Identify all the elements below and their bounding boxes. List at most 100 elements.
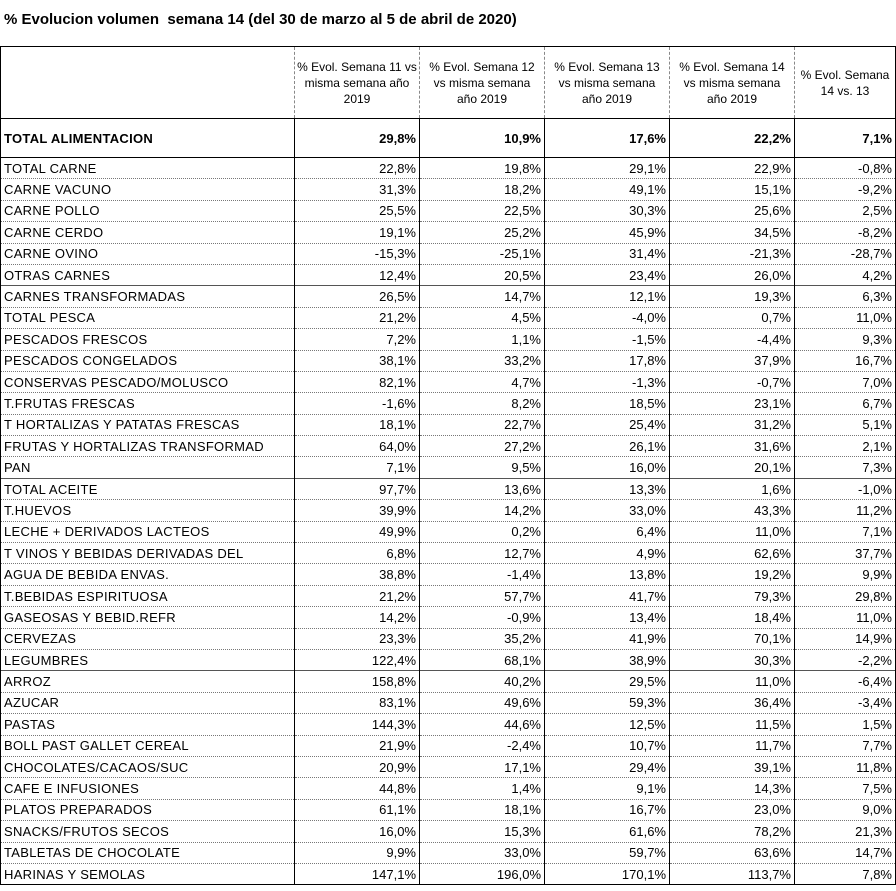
cell-value: 23,4% [544, 264, 670, 287]
table-row: TOTAL CARNE 22,8% 19,8% 29,1% 22,9% -0,8% [0, 157, 896, 180]
cell-value: 10,7% [544, 735, 670, 757]
table-row: LEGUMBRES 122,4% 68,1% 38,9% 30,3% -2,2% [0, 649, 896, 672]
cell-value: 144,3% [294, 713, 420, 736]
cell-value: -6,4% [794, 670, 896, 693]
cell-value: 13,6% [419, 477, 545, 501]
cell-value: 23,3% [294, 628, 420, 650]
row-label: CAFE E INFUSIONES [0, 777, 295, 800]
table-row: HARINAS Y SEMOLAS 147,1% 196,0% 170,1% 113,7… [0, 863, 896, 886]
cell-value: 59,3% [544, 692, 670, 715]
table-row: T HORTALIZAS Y PATATAS FRESCAS 18,1% 22,7%… [0, 414, 896, 437]
row-label: CARNE OVINO [0, 243, 295, 265]
row-label: TOTAL ACEITE [0, 477, 295, 501]
row-label: ARROZ [0, 670, 295, 693]
cell-value: 45,9% [544, 221, 670, 244]
row-label: TABLETAS DE CHOCOLATE [0, 842, 295, 864]
cell-value: 21,2% [294, 585, 420, 608]
cell-value: 170,1% [544, 863, 670, 886]
table-row: AZUCAR 83,1% 49,6% 59,3% 36,4% -3,4% [0, 692, 896, 715]
table-row: AGUA DE BEBIDA ENVAS. 38,8% -1,4% 13,8% 19,2… [0, 563, 896, 586]
cell-value: 12,7% [419, 542, 545, 565]
table-row: PESCADOS CONGELADOS 38,1% 33,2% 17,8% 37,9% 1… [0, 350, 896, 372]
cell-value: -0,8% [794, 157, 896, 180]
table-row: CERVEZAS 23,3% 35,2% 41,9% 70,1% 14,9% [0, 628, 896, 650]
cell-value: 78,2% [669, 820, 795, 843]
cell-value: 4,7% [419, 371, 545, 394]
cell-value: 30,3% [544, 200, 670, 223]
cell-value: 6,8% [294, 542, 420, 565]
cell-value: -3,4% [794, 692, 896, 715]
cell-value: 57,7% [419, 585, 545, 608]
cell-value: 27,2% [419, 435, 545, 458]
cell-value: -25,1% [419, 243, 545, 265]
cell-value: 37,9% [669, 350, 795, 372]
cell-value: 11,2% [794, 499, 896, 522]
cell-value: 17,6% [544, 118, 670, 158]
row-label: PAN [0, 456, 295, 479]
cell-value: 14,2% [419, 499, 545, 522]
cell-value: 37,7% [794, 542, 896, 565]
cell-value: 14,2% [294, 606, 420, 629]
cell-value: 16,7% [794, 350, 896, 372]
cell-value: 38,1% [294, 350, 420, 372]
cell-value: 29,8% [294, 118, 420, 158]
cell-value: 11,7% [669, 735, 795, 757]
cell-value: 20,1% [669, 456, 795, 479]
cell-value: 33,0% [419, 842, 545, 864]
cell-value: 18,5% [544, 392, 670, 415]
column-header: % Evol. Semana 13 vs misma semana año 20… [544, 46, 670, 119]
table-row: LECHE + DERIVADOS LACTEOS 49,9% 0,2% 6,4% 11… [0, 521, 896, 544]
cell-value: 26,0% [669, 264, 795, 287]
row-label: OTRAS CARNES [0, 264, 295, 287]
cell-value: -1,4% [419, 563, 545, 586]
cell-value: -4,4% [669, 328, 795, 351]
row-label: LECHE + DERIVADOS LACTEOS [0, 521, 295, 544]
cell-value: 82,1% [294, 371, 420, 394]
cell-value: 22,7% [419, 414, 545, 437]
table-row: TOTAL ACEITE 97,7% 13,6% 13,3% 1,6% -1,0% [0, 477, 896, 501]
row-label: CARNES TRANSFORMADAS [0, 285, 295, 308]
cell-value: 9,5% [419, 456, 545, 479]
table-row: TABLETAS DE CHOCOLATE 9,9% 33,0% 59,7% 63,6%… [0, 842, 896, 864]
row-label: AGUA DE BEBIDA ENVAS. [0, 563, 295, 586]
cell-value: 31,6% [669, 435, 795, 458]
cell-value: 11,8% [794, 756, 896, 779]
cell-value: 39,1% [669, 756, 795, 779]
cell-value: 11,0% [794, 606, 896, 629]
table-row: T.BEBIDAS ESPIRITUOSA 21,2% 57,7% 41,7% 79,3… [0, 585, 896, 608]
row-label: TOTAL CARNE [0, 157, 295, 180]
table-row: PESCADOS FRESCOS 7,2% 1,1% -1,5% -4,4% 9,3% [0, 328, 896, 351]
cell-value: 19,8% [419, 157, 545, 180]
cell-value: -8,2% [794, 221, 896, 244]
cell-value: -1,0% [794, 477, 896, 501]
cell-value: 12,5% [544, 713, 670, 736]
cell-value: 44,8% [294, 777, 420, 800]
row-label: LEGUMBRES [0, 649, 295, 672]
cell-value: 1,5% [794, 713, 896, 736]
cell-value: 61,1% [294, 799, 420, 822]
cell-value: 79,3% [669, 585, 795, 608]
cell-value: 1,4% [419, 777, 545, 800]
table-row: T.FRUTAS FRESCAS -1,6% 8,2% 18,5% 23,1% 6,7% [0, 392, 896, 415]
cell-value: 9,9% [294, 842, 420, 864]
cell-value: 7,2% [294, 328, 420, 351]
row-label: T VINOS Y BEBIDAS DERIVADAS DEL [0, 542, 295, 565]
cell-value: 9,9% [794, 563, 896, 586]
cell-value: 22,5% [419, 200, 545, 223]
cell-value: 8,2% [419, 392, 545, 415]
cell-value: 11,0% [794, 307, 896, 330]
row-label: PASTAS [0, 713, 295, 736]
cell-value: 14,3% [669, 777, 795, 800]
cell-value: 39,9% [294, 499, 420, 522]
cell-value: 43,3% [669, 499, 795, 522]
cell-value: 7,8% [794, 863, 896, 886]
row-label: PESCADOS CONGELADOS [0, 350, 295, 372]
cell-value: -4,0% [544, 307, 670, 330]
cell-value: 30,3% [669, 649, 795, 672]
row-label: CHOCOLATES/CACAOS/SUC [0, 756, 295, 779]
table-row: FRUTAS Y HORTALIZAS TRANSFORMAD 64,0% 27,2… [0, 435, 896, 458]
cell-value: 4,9% [544, 542, 670, 565]
cell-value: 7,7% [794, 735, 896, 757]
cell-value: 29,4% [544, 756, 670, 779]
row-label: GASEOSAS Y BEBID.REFR [0, 606, 295, 629]
